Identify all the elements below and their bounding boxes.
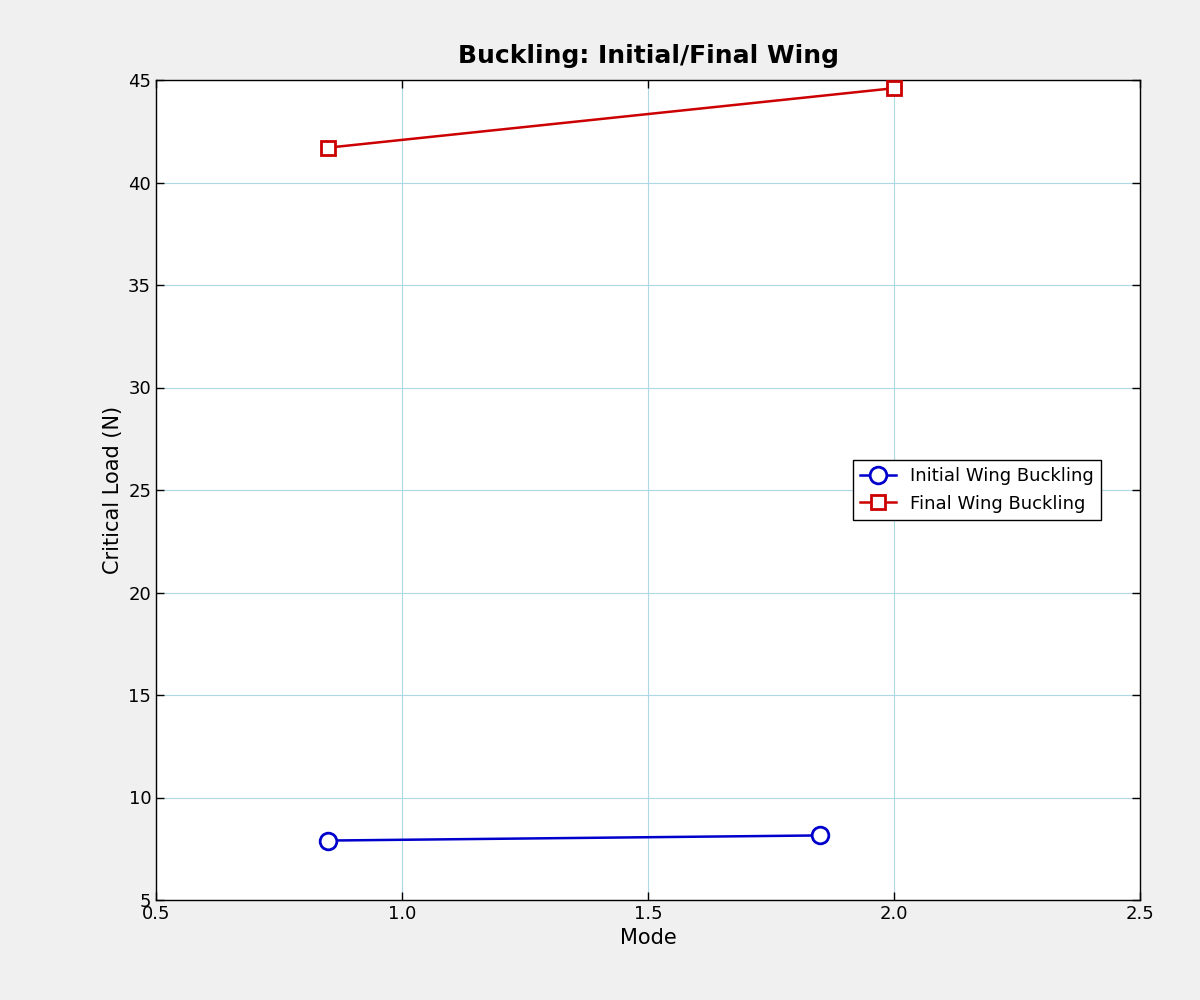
- Final Wing Buckling: [322, 142, 336, 154]
- Final Wing Buckling: [887, 82, 901, 94]
- Legend: Initial Wing Buckling, Final Wing Buckling: Initial Wing Buckling, Final Wing Buckli…: [853, 460, 1102, 520]
- Initial Wing Buckling: [322, 835, 336, 847]
- Line: Initial Wing Buckling: Initial Wing Buckling: [320, 827, 828, 849]
- Title: Buckling: Initial/Final Wing: Buckling: Initial/Final Wing: [457, 44, 839, 68]
- Initial Wing Buckling: [814, 829, 828, 841]
- Y-axis label: Critical Load (N): Critical Load (N): [102, 406, 122, 574]
- Line: Final Wing Buckling: Final Wing Buckling: [322, 81, 901, 155]
- X-axis label: Mode: Mode: [619, 928, 677, 948]
